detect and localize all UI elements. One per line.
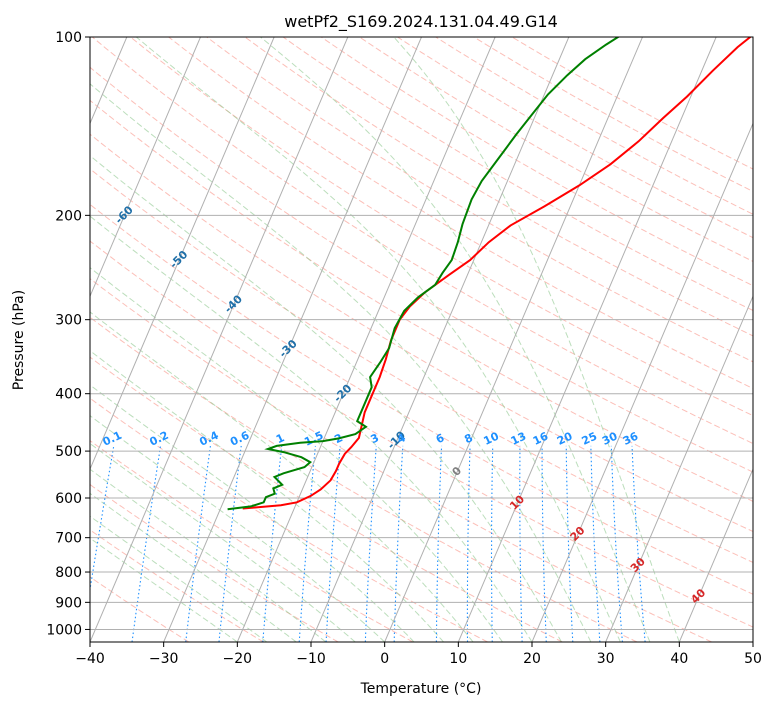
dry-adiabat	[90, 397, 488, 642]
isotherm-gridline	[90, 37, 275, 471]
dry-adiabat	[90, 316, 638, 642]
isotherm-gridline	[310, 37, 570, 642]
x-tick-label: 50	[744, 651, 762, 667]
isotherm-gridline	[457, 37, 717, 642]
mixing-ratio-line	[565, 445, 574, 642]
y-tick-label: 600	[55, 491, 82, 507]
isotherm-gridline	[531, 122, 753, 642]
background-lines	[90, 37, 753, 642]
dry-adiabat	[90, 66, 753, 473]
mixing-ratio-line	[262, 445, 283, 642]
dry-adiabat	[90, 483, 339, 642]
dry-adiabat	[90, 576, 190, 642]
moist-adiabat	[90, 515, 268, 642]
mixing-ratio-line	[631, 445, 646, 642]
x-axis-label: Temperature (°C)	[360, 681, 482, 697]
mixing-ratio-line	[185, 445, 211, 642]
x-tick-label: 10	[449, 651, 467, 667]
mixing-ratio-line	[218, 445, 242, 642]
dewpoint-profile	[227, 37, 620, 511]
y-axis-label: Pressure (hPa)	[11, 290, 27, 390]
moist-adiabat	[90, 311, 474, 642]
mixing-ratio-line	[541, 445, 547, 642]
mixing-ratio-label: 13	[509, 430, 528, 448]
x-tick-label: −30	[149, 651, 179, 667]
isotherm-gridline	[90, 37, 349, 642]
y-tick-label: 500	[55, 444, 82, 460]
mixing-ratio-label: 10	[482, 429, 502, 447]
x-tick-label: −40	[75, 651, 105, 667]
moist-adiabat	[90, 350, 444, 642]
chart-title: wetPf2_S169.2024.131.04.49.G14	[284, 12, 558, 32]
x-tick-label: −10	[296, 651, 326, 667]
y-axis-ticks: 100 200 300 400 500 600 700 800 900 1000	[46, 30, 90, 638]
isotherm-gridline	[236, 37, 496, 642]
plot-frame	[89, 36, 754, 643]
x-tick-label: 40	[670, 651, 688, 667]
moist-adiabat	[90, 155, 562, 642]
moist-adiabat	[90, 537, 238, 642]
moist-adiabat	[90, 442, 356, 642]
y-tick-label: 400	[55, 387, 82, 403]
dry-adiabat	[206, 37, 753, 363]
mixing-ratio-line	[610, 445, 623, 642]
isotherm-gridline	[90, 37, 201, 298]
dry-adiabat	[90, 356, 563, 642]
mixing-ratio-label: 36	[621, 429, 641, 447]
isotherm-gridline	[163, 37, 422, 642]
mixing-ratio-label: 25	[580, 430, 599, 448]
mixing-ratio-line	[364, 445, 377, 642]
x-tick-label: 30	[597, 651, 615, 667]
dry-adiabat	[282, 37, 753, 312]
isotherm-gridline	[605, 295, 753, 642]
mixing-ratio-line	[325, 445, 341, 642]
moist-adiabat	[393, 37, 680, 642]
moist-adiabat	[135, 37, 621, 642]
y-tick-label: 100	[55, 30, 82, 46]
mixing-ratio-line	[131, 445, 162, 642]
mixing-ratio-line	[590, 445, 601, 642]
sounding-profiles	[227, 37, 752, 511]
dry-adiabat	[90, 133, 753, 533]
moist-adiabat	[90, 415, 386, 642]
moist-adiabat	[90, 468, 327, 642]
x-tick-label: 20	[523, 651, 541, 667]
y-tick-label: 700	[55, 531, 82, 547]
mixing-ratio-label: 20	[555, 429, 575, 447]
x-tick-label: −20	[223, 651, 253, 667]
isotherm-gridline	[384, 37, 643, 642]
moist-adiabat	[90, 83, 592, 642]
isotherm-gridline	[678, 467, 753, 642]
dry-adiabat	[90, 203, 753, 595]
mixing-ratio-line	[298, 445, 316, 642]
x-axis-ticks: −40 −30 −20 −10 0 10 20 30 40 50	[75, 642, 762, 667]
y-tick-label: 1000	[46, 622, 82, 638]
y-tick-label: 800	[55, 565, 82, 581]
moist-adiabat	[260, 37, 651, 642]
y-tick-label: 200	[55, 208, 82, 224]
x-tick-label: 0	[380, 651, 389, 667]
dry-adiabat	[90, 168, 753, 563]
moist-adiabat	[90, 215, 533, 642]
dry-adiabat	[130, 37, 753, 417]
mixing-ratio-line	[90, 445, 115, 594]
mixing-ratio-label: 16	[531, 429, 551, 447]
y-tick-label: 900	[55, 595, 82, 611]
y-tick-label: 300	[55, 313, 82, 329]
mixing-ratio-label: 30	[600, 429, 620, 447]
dry-adiabat	[90, 240, 753, 628]
